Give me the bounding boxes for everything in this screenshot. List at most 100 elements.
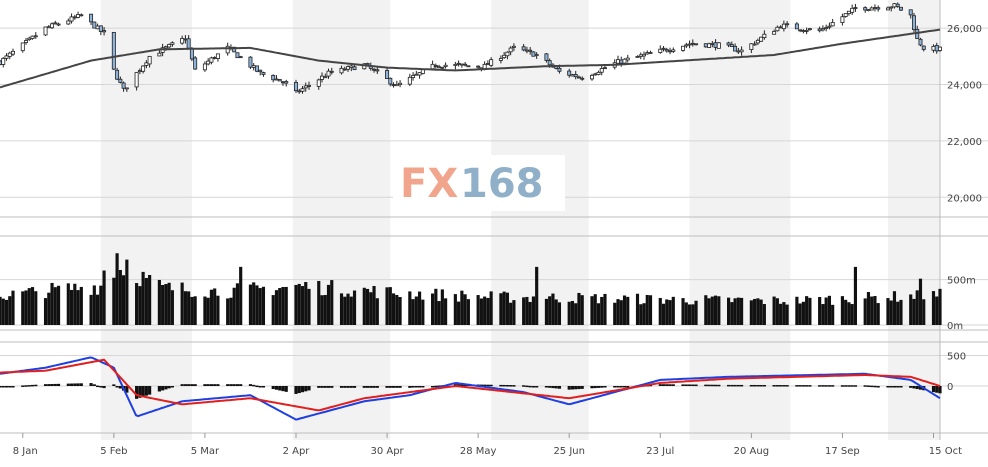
volume-bar <box>626 296 630 325</box>
macd-histogram-bar <box>144 386 148 396</box>
macd-histogram-bar <box>827 385 831 387</box>
volume-tick-label: 0m <box>947 321 963 332</box>
candle-body <box>30 35 35 39</box>
candle-body <box>170 42 175 45</box>
volume-bar <box>258 288 262 325</box>
candle-body <box>567 70 572 76</box>
volume-bar <box>870 296 874 325</box>
macd-histogram-bar <box>418 386 422 388</box>
candle-body <box>303 85 308 89</box>
macd-histogram-bar <box>665 384 669 386</box>
candle-body <box>798 29 803 32</box>
macd-histogram-bar <box>0 386 2 388</box>
volume-bar <box>141 271 145 325</box>
volume-bar <box>69 289 74 325</box>
macd-histogram-bar <box>626 386 630 388</box>
x-tick-label: 23 Jul <box>646 446 674 457</box>
volume-bar <box>421 299 425 325</box>
volume-bar <box>1 298 5 325</box>
candle-body <box>759 36 764 42</box>
volume-bar <box>157 279 161 325</box>
macd-histogram-bar <box>50 384 54 386</box>
volume-bar <box>187 291 191 325</box>
volume-bar <box>489 291 493 325</box>
macd-histogram-bar <box>717 384 721 387</box>
volume-bar <box>821 304 825 325</box>
candle-body <box>716 42 721 49</box>
macd-histogram-bar <box>164 386 168 390</box>
volume-bar <box>339 293 344 325</box>
volume-bar <box>300 286 305 325</box>
candle-body <box>141 65 146 72</box>
macd-histogram-bar <box>274 386 279 390</box>
macd-histogram-bar <box>4 386 9 388</box>
candle-body <box>323 76 328 79</box>
candle-body <box>157 52 162 57</box>
volume-bar <box>622 295 627 325</box>
macd-histogram-bar <box>603 386 607 388</box>
candle-body <box>885 7 890 11</box>
volume-bar <box>577 292 581 325</box>
volume-bar <box>866 292 871 325</box>
candle-body <box>830 22 835 27</box>
macd-histogram-bar <box>232 384 236 386</box>
macd-histogram-bar <box>369 386 373 388</box>
x-tick-label: 5 Feb <box>100 446 127 457</box>
volume-bar <box>391 293 396 325</box>
macd-histogram-bar <box>486 384 490 387</box>
volume-bar <box>274 290 279 325</box>
macd-histogram-bar <box>76 383 80 386</box>
macd-histogram-bar <box>343 386 347 388</box>
macd-histogram-bar <box>873 385 877 388</box>
macd-histogram-bar <box>95 385 100 388</box>
macd-histogram-bar <box>431 386 435 388</box>
macd-histogram-bar <box>853 385 858 387</box>
macd-histogram-bar <box>691 384 695 387</box>
candle-body <box>95 25 100 30</box>
volume-bar <box>138 286 142 325</box>
price-tick-label: 20,000 <box>947 193 982 204</box>
macd-histogram-bar <box>460 384 464 386</box>
candle-body <box>642 53 646 57</box>
volume-bar <box>349 296 353 325</box>
macd-histogram-bar <box>710 384 714 387</box>
macd-histogram-bar <box>437 385 441 387</box>
macd-histogram-bar <box>193 384 197 386</box>
volume-bar <box>600 296 604 325</box>
volume-bar <box>512 300 516 325</box>
volume-bar <box>50 282 54 325</box>
candle-body <box>625 57 630 61</box>
candle-body <box>365 62 370 66</box>
volume-bar <box>726 297 731 325</box>
candle-body <box>827 25 832 28</box>
candle-body <box>866 9 871 12</box>
volume-bar <box>896 301 900 325</box>
volume-bar <box>873 296 877 325</box>
volume-bar <box>440 289 444 325</box>
macd-histogram-bar <box>180 384 184 386</box>
macd-histogram-bar <box>92 384 96 386</box>
price-panel <box>0 2 942 94</box>
candle-body <box>687 43 692 46</box>
volume-bar <box>486 297 490 325</box>
macd-histogram-bar <box>574 386 578 390</box>
macd-histogram-bar <box>284 386 288 392</box>
candle-body <box>726 42 731 46</box>
volume-bar <box>570 300 575 325</box>
candle-body <box>931 45 936 51</box>
macd-histogram-bar <box>528 385 532 388</box>
volume-bar <box>922 299 926 325</box>
macd-histogram-bar <box>613 386 617 388</box>
candle-body <box>163 46 168 49</box>
volume-bar <box>135 283 139 325</box>
macd-histogram-bar <box>775 385 779 387</box>
macd-histogram-bar <box>502 384 506 387</box>
macd-histogram-bar <box>535 386 539 388</box>
volume-bar <box>92 285 96 325</box>
candle-body <box>463 63 468 66</box>
macd-histogram-bar <box>850 385 854 387</box>
volume-bar <box>453 294 457 325</box>
volume-bar <box>346 293 350 325</box>
macd-histogram-bar <box>66 383 70 386</box>
candle-body <box>134 72 139 88</box>
